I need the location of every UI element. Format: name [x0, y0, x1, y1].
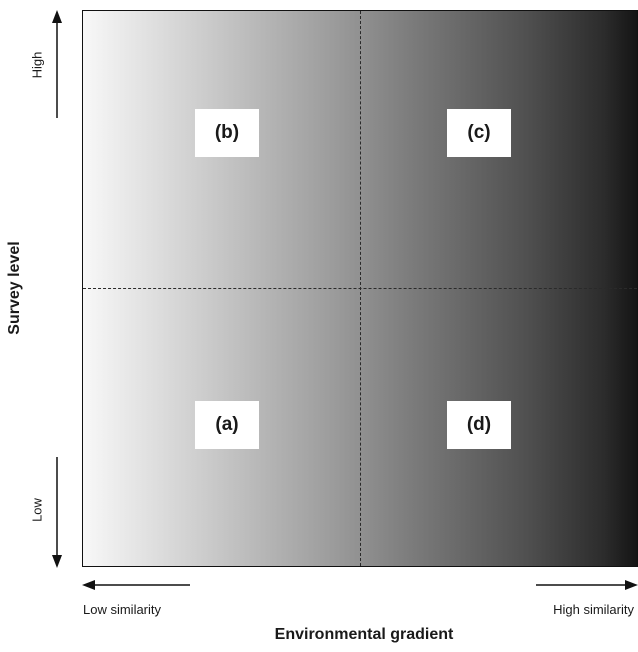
- x-axis-low-label: Low similarity: [83, 602, 162, 617]
- x-right-arrowhead: [625, 580, 638, 590]
- y-axis-high-label: High: [29, 51, 45, 79]
- gradient-panel: (b) (c) (a) (d): [82, 10, 638, 567]
- x-axis-high-label: High similarity: [553, 602, 634, 617]
- x-axis-title: Environmental gradient: [274, 626, 454, 643]
- quadrant-c-label: (c): [447, 109, 511, 157]
- y-down-arrowhead: [52, 555, 62, 568]
- y-up-arrowhead: [52, 10, 62, 23]
- quadrant-a-label: (a): [195, 401, 259, 449]
- quadrant-d-label: (d): [447, 401, 511, 449]
- quadrant-b-label: (b): [195, 109, 259, 157]
- x-left-arrowhead: [82, 580, 95, 590]
- y-axis-title: Survey level: [6, 241, 23, 335]
- y-axis-low-label: Low: [29, 498, 45, 522]
- horizontal-divider: [83, 288, 637, 289]
